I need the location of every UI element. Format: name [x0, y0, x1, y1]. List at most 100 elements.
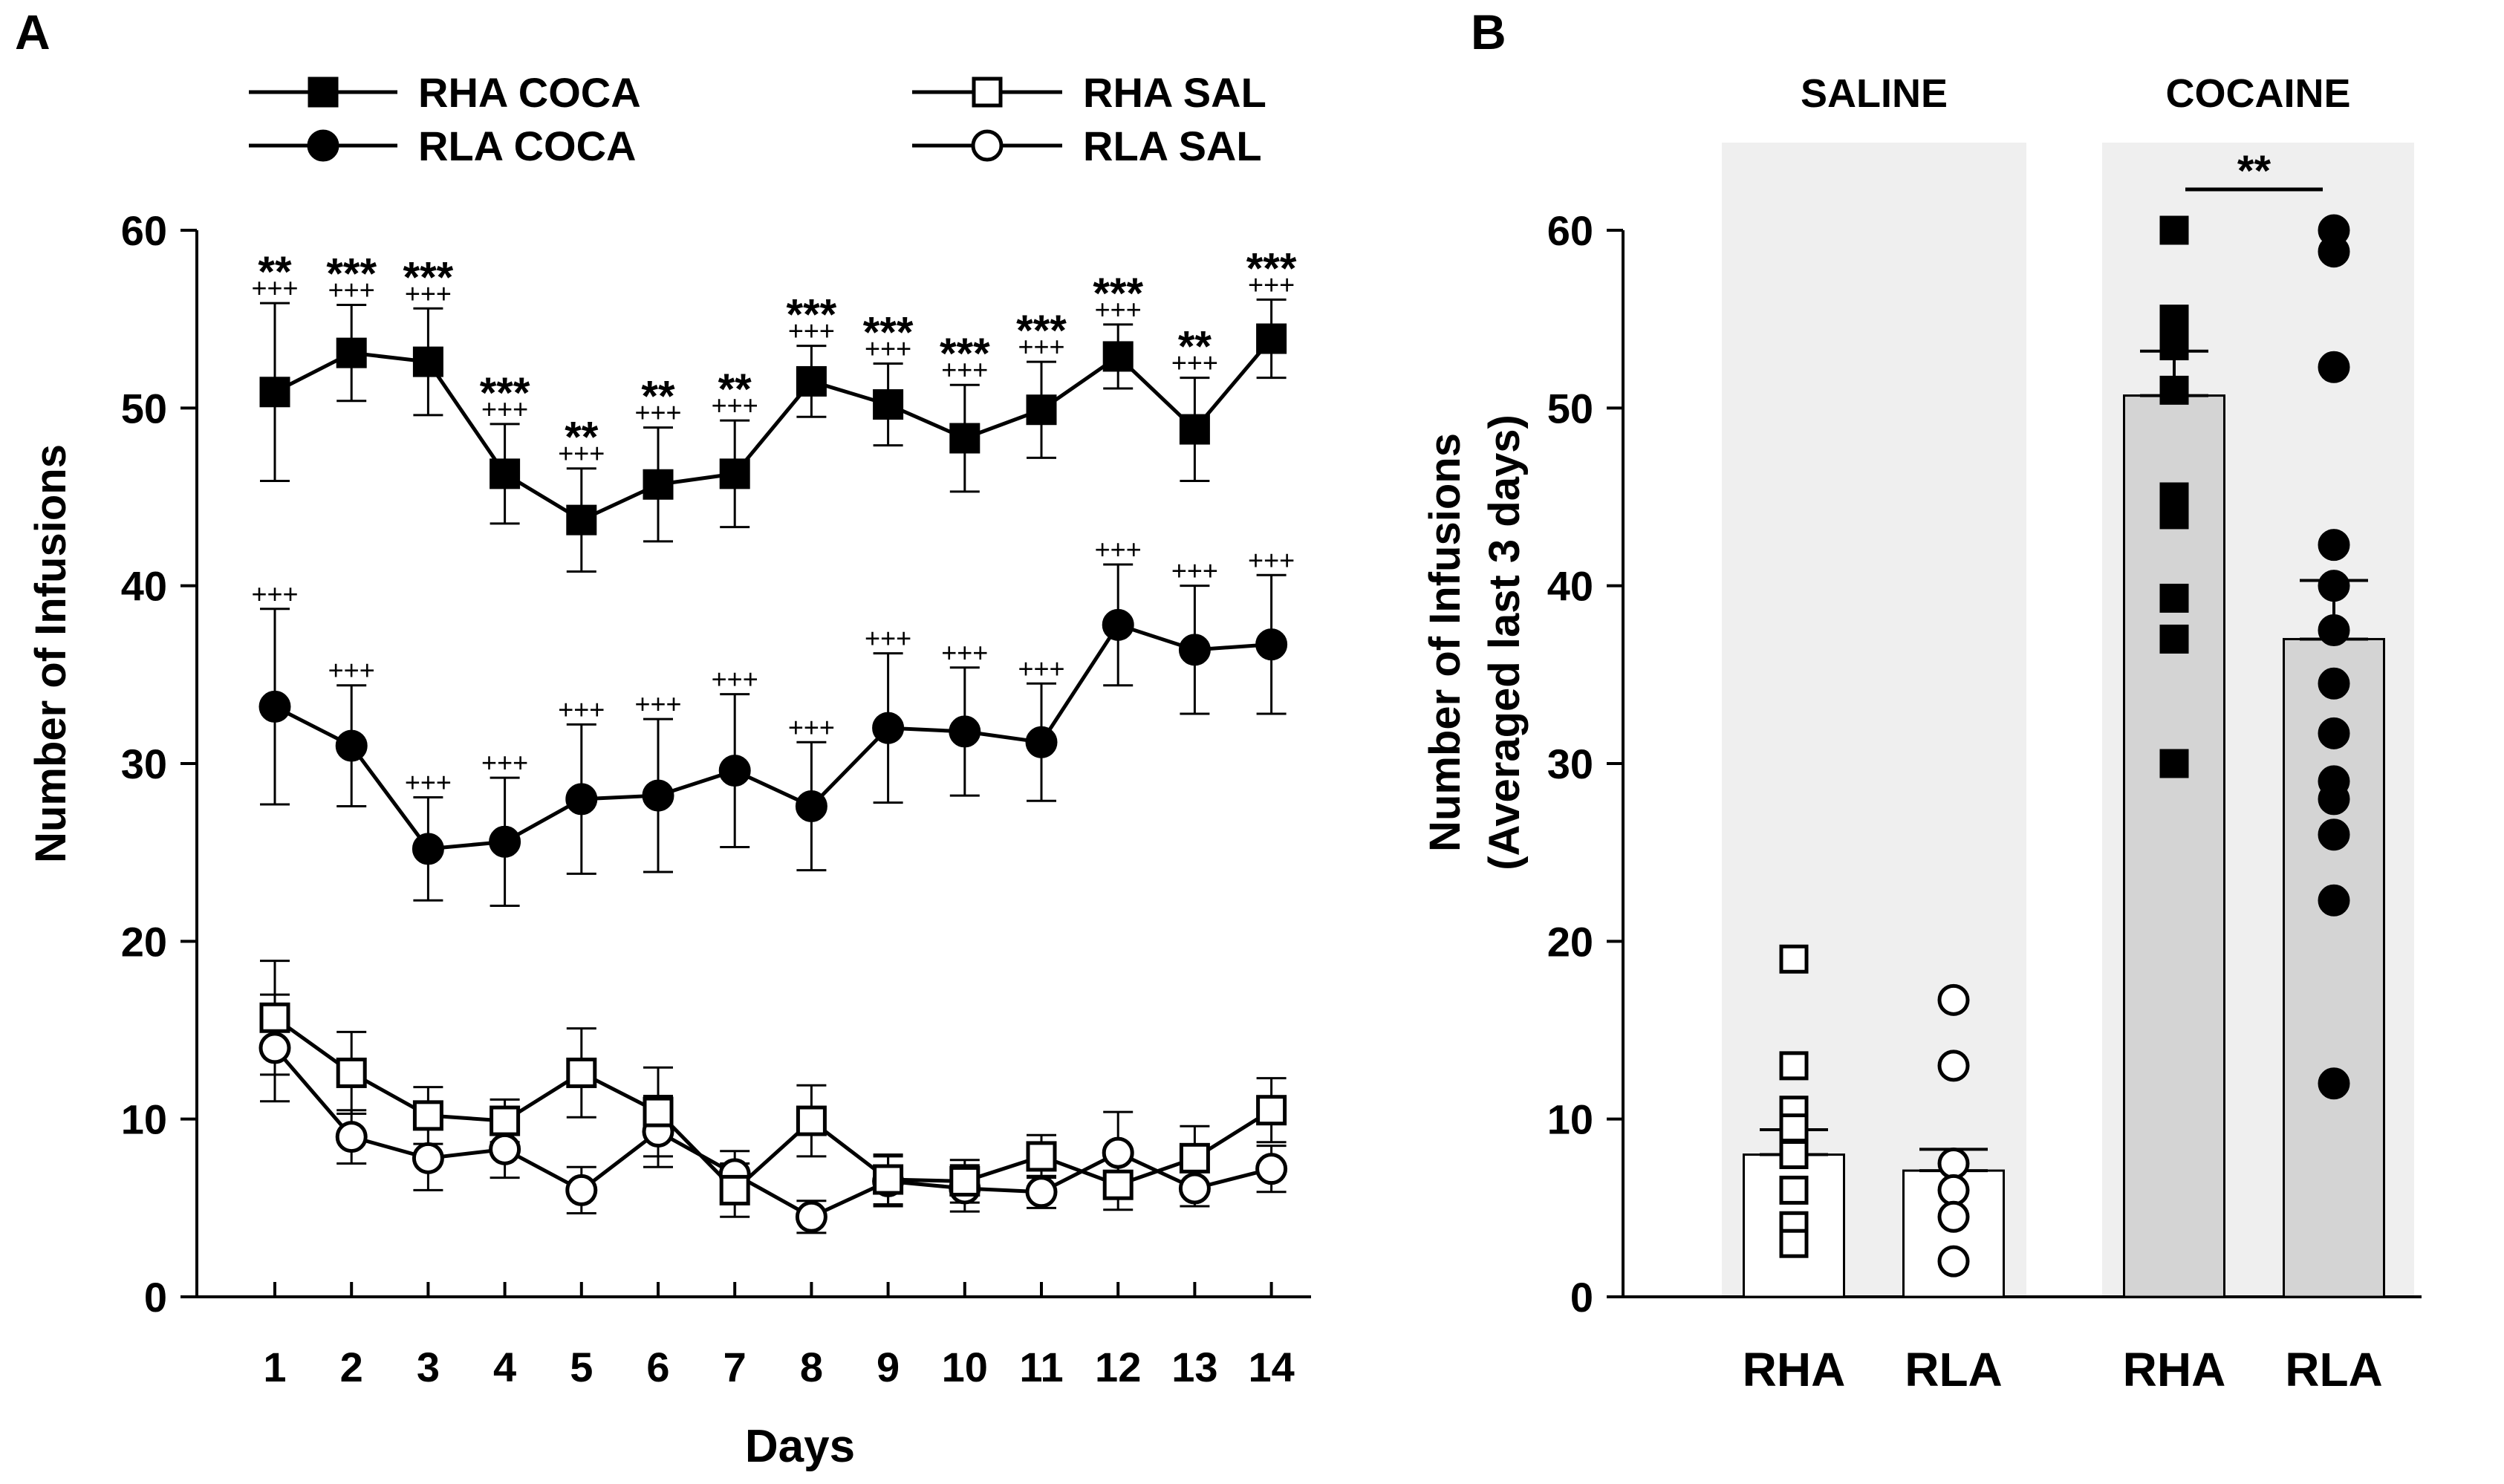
rha-coca-star-annotation: ***: [1246, 244, 1297, 293]
rha-coca-point: [719, 458, 750, 489]
cocaine-rla-point: [2318, 667, 2350, 700]
y-tick-label: 0: [1570, 1274, 1593, 1321]
rha-coca-point: [1102, 341, 1134, 372]
rla-sal-point: [258, 1032, 291, 1064]
cocaine-rla-point: [2318, 235, 2350, 268]
rha-sal-point: [490, 1105, 521, 1136]
rla-coca-cross-annotation: +++: [1248, 544, 1295, 575]
y-tick-label: 50: [121, 385, 167, 432]
rha-sal-point: [1179, 1142, 1210, 1174]
cocaine-rha-point: [2159, 749, 2189, 778]
rla-sal-point: [1102, 1136, 1134, 1169]
rha-sal-point: [336, 1057, 367, 1088]
rha-coca-cross-annotation: +++: [328, 275, 375, 305]
x-tick-label: 2: [340, 1344, 363, 1390]
x-tick-label: 14: [1248, 1344, 1294, 1390]
rha-sal-point: [796, 1105, 827, 1136]
saline-rla-category-label: RLA: [1905, 1343, 2003, 1396]
cocaine-rla-point: [2318, 884, 2350, 917]
panel-a: A RHA COCA RLA COCA RHA SAL RLA SAL 0 10 20 30…: [15, 4, 1311, 1472]
y-tick-label: 10: [1547, 1096, 1593, 1143]
rla-coca-cross-annotation: +++: [1171, 556, 1218, 586]
x-tick-label: 4: [493, 1344, 516, 1390]
legend-label-rla-coca: RLA COCA: [418, 123, 636, 169]
cocaine-rha-bar: [2123, 394, 2225, 1298]
cocaine-rla-point: [2318, 351, 2350, 383]
x-tick-label: 1: [263, 1344, 286, 1390]
rla-coca-cross-annotation: +++: [1095, 534, 1142, 564]
rha-coca-cross-annotation: +++: [1018, 331, 1064, 362]
legend-marker-rha-sal: [972, 77, 1003, 108]
legend-marker-rla-sal: [971, 129, 1004, 162]
saline-rha-point: [1779, 1113, 1809, 1143]
rla-coca-point: [1025, 726, 1058, 758]
rha-coca-cross-annotation: +++: [481, 394, 528, 424]
y-tick-label: 10: [121, 1096, 167, 1143]
rha-coca-cross-annotation: +++: [865, 333, 911, 364]
rla-coca-point: [489, 825, 521, 858]
cocaine-rla-point: [2318, 570, 2350, 602]
rha-sal-point: [873, 1164, 904, 1195]
rha-coca-star-annotation: **: [718, 365, 752, 414]
cocaine-group-label: COCAINE: [2165, 71, 2350, 116]
rha-coca-cross-annotation: +++: [634, 397, 681, 428]
saline-rla-point: [1937, 1174, 1970, 1206]
x-tick-label: 9: [877, 1344, 900, 1390]
cocaine-rha-point: [2159, 331, 2189, 361]
saline-rla-point: [1937, 1049, 1970, 1082]
y-tick-label: 30: [121, 741, 167, 787]
rha-sal-point: [643, 1096, 674, 1127]
x-tick-label: 7: [723, 1344, 747, 1390]
rha-coca-star-annotation: **: [565, 414, 599, 462]
y-tick-label: 40: [121, 563, 167, 610]
rla-sal-point: [1025, 1176, 1058, 1208]
x-tick-label: 11: [1019, 1344, 1063, 1390]
rha-coca-star-annotation: ***: [863, 309, 914, 357]
rla-coca-cross-annotation: +++: [865, 623, 911, 654]
cocaine-rha-point: [2159, 215, 2189, 245]
rha-sal-point: [949, 1165, 981, 1197]
rla-coca-point: [718, 755, 751, 787]
cocaine-rla-point: [2318, 1067, 2350, 1100]
rla-coca-cross-annotation: +++: [558, 694, 605, 724]
panel-a-y-axis-label: Number of Infusions: [27, 444, 75, 863]
rha-sal-point: [1102, 1169, 1134, 1200]
rla-coca-point: [642, 779, 674, 812]
rha-coca-cross-annotation: +++: [405, 278, 452, 308]
saline-rla-point: [1937, 1245, 1970, 1278]
rha-coca-star-annotation: ***: [326, 250, 377, 299]
cocaine-rla-point: [2318, 717, 2350, 749]
rla-coca-point: [1178, 634, 1211, 666]
cocaine-significance-stars: **: [2237, 147, 2272, 195]
rla-sal-point: [412, 1142, 444, 1174]
rha-coca-cross-annotation: +++: [941, 354, 988, 385]
saline-rla-point: [1937, 1148, 1970, 1179]
x-tick-label: 6: [646, 1344, 669, 1390]
rha-coca-point: [643, 469, 674, 500]
rla-coca-point: [258, 690, 291, 723]
legend-label-rha-sal: RHA SAL: [1083, 69, 1266, 116]
rha-coca-point: [259, 377, 290, 408]
rha-coca-cross-annotation: +++: [1095, 294, 1142, 325]
x-tick-label: 3: [417, 1344, 440, 1390]
x-tick-label: 8: [800, 1344, 823, 1390]
cocaine-rla-point: [2318, 529, 2350, 562]
rla-coca-cross-annotation: +++: [634, 689, 681, 719]
rha-coca-cross-annotation: +++: [558, 438, 605, 469]
rha-coca-point: [1179, 414, 1210, 445]
rla-coca-cross-annotation: +++: [481, 747, 528, 778]
rha-coca-star-annotation: ***: [403, 253, 454, 302]
x-tick-label: 13: [1171, 1344, 1217, 1390]
saline-rha-point: [1779, 944, 1809, 974]
y-tick-label: 50: [1547, 385, 1593, 432]
saline-rla-point: [1937, 983, 1970, 1016]
rla-sal-point: [795, 1200, 827, 1233]
y-tick-label: 20: [121, 918, 167, 965]
x-tick-label: 12: [1095, 1344, 1141, 1390]
y-tick-label: 20: [1547, 918, 1593, 965]
rha-coca-cross-annotation: +++: [712, 390, 758, 420]
panel-a-x-axis-label: Days: [745, 1421, 855, 1472]
legend-marker-rha-coca: [308, 77, 339, 108]
